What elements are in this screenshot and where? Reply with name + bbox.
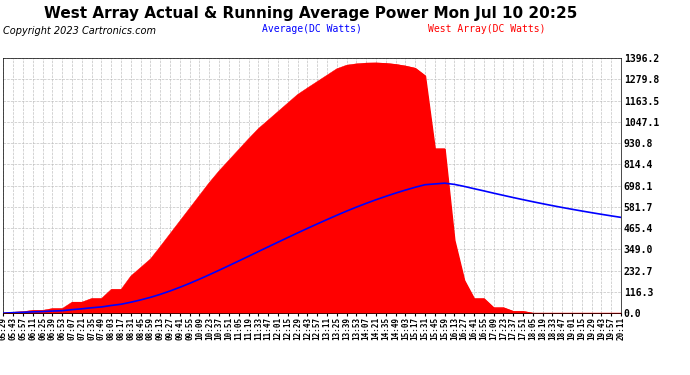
Text: Average(DC Watts): Average(DC Watts)	[262, 24, 362, 34]
Text: West Array(DC Watts): West Array(DC Watts)	[428, 24, 545, 34]
Text: Copyright 2023 Cartronics.com: Copyright 2023 Cartronics.com	[3, 26, 157, 36]
Text: West Array Actual & Running Average Power Mon Jul 10 20:25: West Array Actual & Running Average Powe…	[43, 6, 578, 21]
